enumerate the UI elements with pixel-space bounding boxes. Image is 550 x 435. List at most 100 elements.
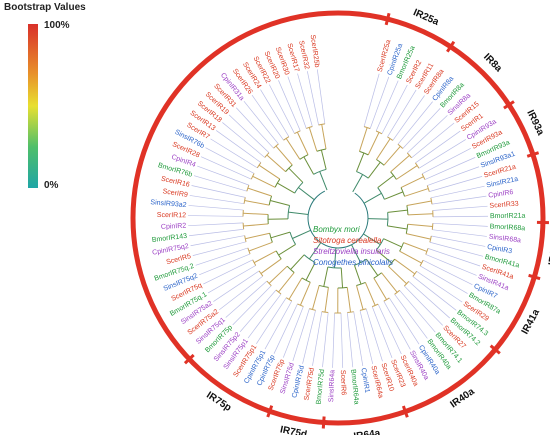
clade-branch — [387, 209, 408, 213]
clade-branch — [394, 258, 416, 275]
clade-branch — [363, 192, 382, 204]
root-arc — [307, 190, 369, 249]
group-tick — [526, 151, 540, 158]
legend-max-label: 100% — [44, 20, 70, 31]
clade-branch — [366, 258, 379, 276]
leaf-branch — [189, 195, 245, 205]
clade-branch — [324, 287, 329, 313]
clade-branch — [400, 176, 424, 189]
clade-branch — [268, 265, 288, 284]
leaf-branch — [404, 285, 444, 326]
legend-title: Bootstrap Values — [4, 2, 86, 13]
leaf-branch — [425, 254, 477, 276]
leaf-label: SinsIR64a — [328, 370, 336, 403]
leaf-label: BmorIR143 — [152, 233, 188, 244]
clade-branch — [285, 138, 301, 160]
leaf-label: CpinIR6 — [488, 189, 514, 200]
leaf-branch — [387, 89, 417, 138]
leaf-branch — [332, 312, 335, 368]
leaf-branch — [247, 293, 282, 339]
clade-arc — [377, 187, 385, 200]
clade-branch — [252, 175, 276, 188]
clade-arc — [273, 143, 279, 149]
clade-branch — [320, 149, 327, 170]
clade-branch — [352, 174, 364, 193]
group-tick — [528, 273, 541, 281]
clade-branch — [340, 267, 344, 288]
leaf-branch — [292, 308, 310, 362]
clade-arc — [242, 222, 245, 230]
leaf-label: ScerIR6 — [339, 370, 347, 396]
leaf-branch — [427, 248, 481, 267]
leaf-branch — [192, 241, 247, 256]
leaf-branch — [394, 294, 428, 339]
leaf-branch — [239, 289, 277, 332]
clade-branch — [308, 242, 322, 260]
group-tick — [321, 416, 326, 429]
clade-arc — [400, 187, 406, 197]
leaf-branch — [431, 195, 487, 205]
clade-arc — [406, 152, 412, 159]
leaf-branch — [389, 297, 420, 345]
clade-arc — [275, 289, 282, 295]
clade-branch — [367, 161, 381, 179]
leaf-branch — [397, 101, 433, 145]
clade-branch — [384, 191, 404, 200]
clade-arc — [387, 136, 394, 141]
clade-arc — [394, 289, 400, 295]
leaf-label: BmorIR64a — [349, 369, 359, 405]
leaf-branch — [199, 253, 251, 276]
bootstrap-gradient-bar — [28, 24, 38, 188]
clade-branch — [323, 266, 329, 287]
clade-branch — [278, 272, 295, 293]
clade-arc — [375, 130, 383, 135]
species-legend-item: Sitotroga cerealella — [313, 236, 382, 245]
clade-branch — [381, 272, 398, 293]
clade-arc — [258, 270, 264, 277]
leaf-branch — [430, 185, 485, 199]
leaf-branch — [322, 312, 329, 368]
clade-branch — [353, 265, 362, 285]
group-label: IR68a — [547, 238, 550, 267]
clade-branch — [248, 241, 273, 252]
clade-arc — [264, 152, 270, 158]
group-tick — [503, 100, 515, 110]
leaf-branch — [256, 297, 287, 345]
clade-branch — [290, 254, 305, 270]
group-tick — [266, 405, 274, 418]
species-legend-item: Streltzoviella insularis — [313, 247, 390, 256]
clade-branch — [406, 233, 431, 240]
clade-arc — [421, 173, 426, 180]
clade-arc — [426, 185, 430, 192]
leaf-label: ScerIR75d — [303, 367, 316, 401]
clade-branch — [383, 238, 402, 248]
clade-branch — [278, 244, 296, 256]
clade-branch — [356, 285, 364, 310]
leaf-branch — [282, 306, 304, 358]
leaf-label: ScerIR12 — [157, 212, 186, 219]
clade-branch — [311, 285, 320, 310]
clade-branch — [390, 155, 410, 173]
leaf-branch — [432, 229, 487, 237]
leaf-branch — [399, 290, 436, 333]
leaf-branch — [381, 84, 408, 134]
group-tick — [384, 12, 391, 26]
leaf-branch — [278, 80, 301, 131]
clade-arc — [399, 242, 404, 252]
clade-branch — [319, 171, 328, 191]
clade-arc — [266, 280, 272, 287]
clade-branch — [270, 231, 291, 239]
clade-branch — [373, 277, 388, 300]
group-label: IR93a — [524, 108, 546, 137]
leaf-branch — [316, 69, 326, 124]
leaf-branch — [222, 122, 265, 158]
leaf-branch — [418, 139, 466, 169]
leaf-branch — [260, 89, 290, 137]
leaf-branch — [197, 165, 249, 186]
clade-branch — [303, 156, 315, 175]
clade-branch — [399, 250, 422, 264]
leaf-branch — [347, 312, 354, 368]
leaf-branch — [195, 247, 248, 266]
clade-branch — [407, 213, 433, 216]
